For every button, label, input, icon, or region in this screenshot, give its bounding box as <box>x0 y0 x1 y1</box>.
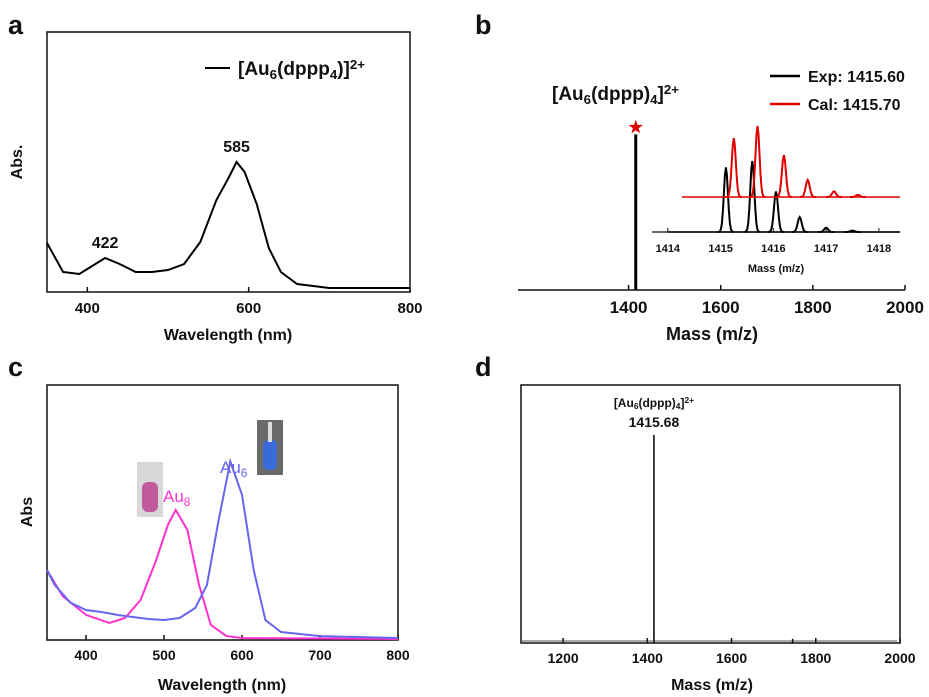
legend-label: Cal: 1415.70 <box>808 97 901 114</box>
plot-frame <box>520 384 901 644</box>
vial-au8 <box>137 462 163 517</box>
x-tick-label: 800 <box>386 647 410 663</box>
spectrum-title: [Au6(dppp)4]2+ <box>614 395 694 411</box>
plot-frame <box>46 31 411 293</box>
x-tick-label: 700 <box>308 647 332 663</box>
inset-x-tick-label: 1417 <box>814 243 838 255</box>
inset-x-tick-label: 1414 <box>656 243 681 255</box>
y-axis-label: Abs. <box>9 145 26 180</box>
x-axis-label: Mass (m/z) <box>671 677 753 694</box>
inset-x-tick-label: 1416 <box>761 243 785 255</box>
panel-letter: a <box>8 10 24 40</box>
spectrum-line <box>46 507 399 640</box>
spectrum-line <box>46 160 410 289</box>
isotope-peak <box>725 137 742 198</box>
isotope-peak <box>744 160 761 233</box>
peak-mass-label: 1415.68 <box>629 414 680 430</box>
panel-letter: d <box>475 352 492 382</box>
isotope-peak <box>767 191 785 233</box>
panel-letter: c <box>8 352 23 382</box>
isotope-peak <box>826 190 842 198</box>
x-tick-label: 1400 <box>610 298 648 317</box>
x-tick-label: 1800 <box>800 650 831 666</box>
inset-x-tick-label: 1418 <box>867 243 891 255</box>
vial-au6 <box>257 420 283 475</box>
inset-x-tick-label: 1415 <box>708 243 732 255</box>
spectrum-line <box>46 457 399 639</box>
x-tick-label: 1400 <box>632 650 663 666</box>
x-axis-label: Wavelength (nm) <box>158 677 286 694</box>
x-tick-label: 400 <box>75 300 100 317</box>
isotope-peak <box>775 154 792 198</box>
peak-star <box>628 119 643 134</box>
legend-label: [Au6(dppp4)]2+ <box>238 57 365 82</box>
isotope-peak <box>717 167 734 233</box>
legend-label: Exp: 1415.60 <box>808 69 905 86</box>
panel-letter: b <box>475 10 492 40</box>
x-tick-label: 400 <box>74 647 98 663</box>
x-tick-label: 2000 <box>884 650 915 666</box>
x-tick-label: 1600 <box>702 298 740 317</box>
inset-x-axis-label: Mass (m/z) <box>748 263 805 275</box>
y-axis-label: Abs <box>19 497 36 527</box>
plot-frame <box>46 384 399 641</box>
isotope-peak <box>818 226 835 233</box>
spectrum-title: [Au6(dppp)4]2+ <box>552 82 679 107</box>
isotope-peak <box>791 215 808 233</box>
peak-label: 585 <box>223 139 250 156</box>
x-tick-label: 500 <box>152 647 176 663</box>
peak-label: 422 <box>92 235 119 252</box>
x-tick-label: 800 <box>397 300 422 317</box>
isotope-peak <box>849 193 866 198</box>
isotope-peak <box>749 125 766 198</box>
series-label: Au6 <box>220 458 248 480</box>
x-tick-label: 1200 <box>548 650 579 666</box>
isotope-peak <box>844 229 861 233</box>
x-tick-label: 600 <box>236 300 261 317</box>
x-tick-label: 1800 <box>794 298 832 317</box>
x-tick-label: 1600 <box>716 650 747 666</box>
x-axis-label: Wavelength (nm) <box>164 327 292 344</box>
x-axis-label: Mass (m/z) <box>666 324 758 344</box>
x-tick-label: 600 <box>230 647 254 663</box>
series-label: Au8 <box>163 487 191 509</box>
x-tick-label: 2000 <box>886 298 924 317</box>
isotope-peak <box>799 177 816 198</box>
